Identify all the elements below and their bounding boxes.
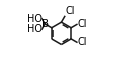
Text: Cl: Cl bbox=[77, 37, 86, 47]
Text: HO: HO bbox=[27, 24, 41, 34]
Text: Cl: Cl bbox=[65, 6, 74, 16]
Text: B: B bbox=[41, 19, 48, 29]
Text: HO: HO bbox=[27, 14, 41, 24]
Text: Cl: Cl bbox=[77, 19, 86, 29]
